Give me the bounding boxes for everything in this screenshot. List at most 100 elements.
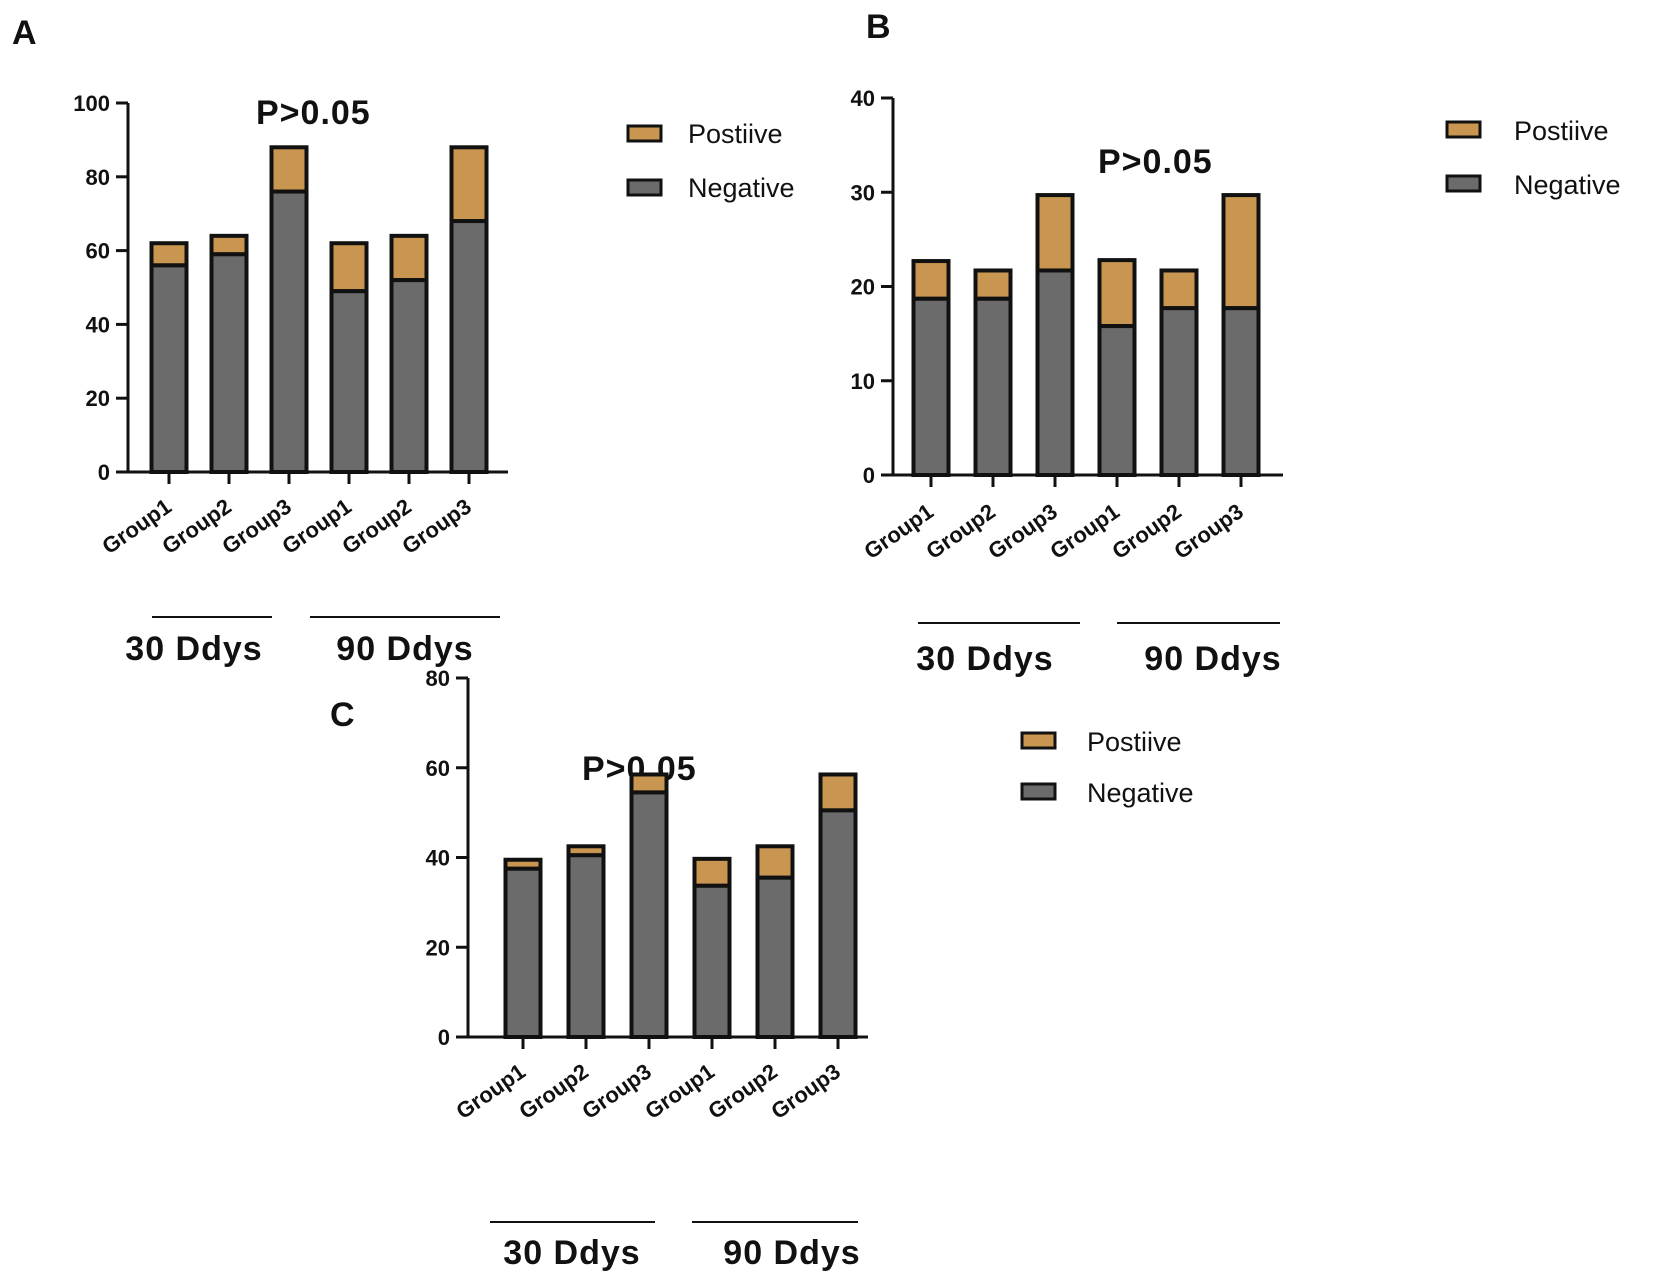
bar-negative-a-2 [269, 189, 309, 474]
bar-positive-b-1 [973, 268, 1013, 301]
bar-positive-a-4 [389, 233, 429, 283]
bar-negative-c-5 [818, 808, 858, 1039]
bar-negative-b-4 [1159, 306, 1199, 477]
bar-negative-c-1 [566, 853, 606, 1039]
bars-b [911, 193, 1261, 478]
bar-positive-a-0 [149, 241, 189, 268]
legend-a: Postiive Negative [626, 119, 795, 203]
bar-positive-a-5 [449, 145, 489, 224]
group-label-90-days-c: 90 Ddys [692, 1221, 860, 1272]
group-label-30-days-c: 30 Ddys [490, 1221, 655, 1272]
x-tick-label-a-5: Group3 [397, 494, 475, 559]
bar-positive-b-0 [911, 259, 951, 301]
x-tick-label-c-5: Group3 [766, 1059, 844, 1124]
bar-positive-c-2 [629, 772, 669, 795]
legend-label-positive-b: Postiive [1514, 116, 1609, 146]
group-label-90-days-b: 90 Ddys [1117, 622, 1281, 678]
x-tick-label-b-3: Group1 [1045, 499, 1123, 564]
legend-label-negative-b: Negative [1514, 170, 1621, 200]
bar-negative-a-4 [389, 278, 429, 474]
group-label-90-days-text-c: 90 Ddys [723, 1234, 860, 1272]
legend-swatch-negative-b [1445, 174, 1482, 193]
bar-negative-c-0 [503, 866, 543, 1039]
bar-positive-a-1 [209, 233, 249, 257]
bars-a [149, 145, 489, 474]
group-label-90-days-text-a: 90 Ddys [336, 630, 473, 668]
x-tick-label-b-5: Group3 [1169, 499, 1247, 564]
x-tick-label-b-1: Group2 [921, 499, 999, 564]
legend-swatch-positive-b [1445, 120, 1482, 139]
x-tick-label-c-1: Group2 [514, 1059, 592, 1124]
bar-positive-c-3 [692, 856, 732, 888]
group-label-30-days-b: 30 Ddys [916, 622, 1080, 678]
y-tick-label-a-0: 0 [98, 460, 110, 485]
y-tick-label-c-2: 40 [426, 846, 450, 871]
y-tick-label-b-1: 10 [851, 369, 875, 394]
y-axis-a: 0 20 40 60 80 100 [73, 91, 130, 485]
bar-negative-a-5 [449, 219, 489, 474]
y-tick-label-a-4: 80 [86, 165, 110, 190]
p-value-annotation-a: P>0.05 [256, 94, 371, 132]
x-tick-label-c-2: Group3 [577, 1059, 655, 1124]
panel-letter-c: C [330, 696, 355, 734]
y-tick-label-c-3: 60 [426, 756, 450, 781]
bar-negative-a-1 [209, 252, 249, 474]
bar-negative-b-2 [1035, 268, 1075, 478]
bar-negative-b-0 [911, 296, 951, 477]
group-label-30-days-text-a: 30 Ddys [125, 630, 262, 668]
legend-b: Postiive Negative [1445, 116, 1621, 200]
bar-positive-b-2 [1035, 193, 1075, 273]
x-tick-label-c-3: Group1 [640, 1059, 718, 1124]
panel-letter-b: B [866, 8, 891, 46]
bar-negative-a-3 [329, 289, 369, 474]
group-label-30-days-text-b: 30 Ddys [916, 640, 1053, 678]
bar-negative-a-0 [149, 263, 189, 474]
bar-positive-a-3 [329, 241, 369, 294]
y-axis-c: 0 20 40 60 80 [426, 666, 470, 1050]
group-label-30-days-text-c: 30 Ddys [503, 1234, 640, 1272]
y-axis-b: 0 10 20 30 40 [851, 86, 895, 488]
bars-c [503, 772, 858, 1040]
legend-c: Postiive Negative [1020, 727, 1194, 808]
legend-label-positive-a: Postiive [688, 119, 783, 149]
y-tick-label-c-0: 0 [438, 1025, 450, 1050]
legend-label-negative-a: Negative [688, 173, 795, 203]
x-tick-label-b-4: Group2 [1107, 499, 1185, 564]
y-tick-label-a-3: 60 [86, 239, 110, 264]
bar-negative-c-4 [755, 875, 795, 1039]
x-tick-label-c-0: Group1 [451, 1059, 529, 1124]
bar-positive-c-4 [755, 844, 795, 880]
legend-label-negative-c: Negative [1087, 778, 1194, 808]
bar-positive-b-3 [1097, 258, 1137, 329]
bar-positive-a-2 [269, 145, 309, 194]
panel-letter-a: A [12, 14, 37, 52]
bar-positive-b-5 [1221, 193, 1261, 311]
x-tick-label-b-0: Group1 [859, 499, 937, 564]
y-tick-label-b-4: 40 [851, 86, 875, 111]
bar-negative-b-3 [1097, 324, 1137, 477]
bar-positive-b-4 [1159, 268, 1199, 311]
y-tick-label-b-0: 0 [863, 463, 875, 488]
bar-negative-b-1 [973, 296, 1013, 477]
y-tick-label-b-2: 20 [851, 275, 875, 300]
bar-negative-c-3 [692, 883, 732, 1039]
x-tick-label-b-2: Group3 [983, 499, 1061, 564]
y-tick-label-a-2: 40 [86, 312, 110, 337]
bar-negative-c-2 [629, 790, 669, 1040]
legend-swatch-positive-a [626, 124, 663, 143]
y-tick-label-a-1: 20 [86, 386, 110, 411]
group-label-90-days-a: 90 Ddys [310, 616, 500, 668]
legend-label-positive-c: Postiive [1087, 727, 1182, 757]
y-tick-label-c-4: 80 [426, 666, 450, 691]
bar-negative-b-5 [1221, 306, 1261, 477]
p-value-annotation-b: P>0.05 [1098, 143, 1213, 181]
bar-positive-c-5 [818, 772, 858, 813]
x-tick-label-c-4: Group2 [703, 1059, 781, 1124]
y-tick-label-a-5: 100 [73, 91, 110, 116]
